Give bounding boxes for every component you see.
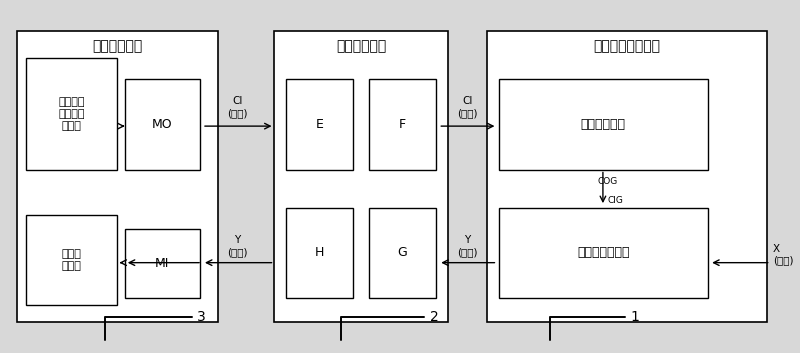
Text: 多路选一路单元: 多路选一路单元: [577, 246, 630, 259]
Text: 可调幅脉
冲信号发
生单元: 可调幅脉 冲信号发 生单元: [58, 97, 85, 131]
Bar: [286, 79, 354, 169]
Text: Y
(一路): Y (一路): [227, 235, 248, 257]
Bar: [17, 31, 218, 322]
Text: G: G: [398, 246, 407, 259]
Text: H: H: [315, 246, 325, 259]
Bar: [26, 58, 117, 169]
Text: 信号控制选通装置: 信号控制选通装置: [593, 39, 660, 53]
Text: 3: 3: [198, 310, 206, 324]
Text: COG: COG: [598, 177, 618, 186]
Text: F: F: [399, 118, 406, 131]
Text: 信号接
收单元: 信号接 收单元: [62, 249, 82, 271]
Text: MI: MI: [155, 257, 170, 270]
Bar: [369, 208, 436, 298]
Text: 1: 1: [630, 310, 639, 324]
Text: MO: MO: [152, 118, 173, 131]
Text: CIG: CIG: [608, 196, 623, 205]
Text: 2: 2: [430, 310, 438, 324]
Bar: [369, 79, 436, 169]
Text: Y
(一路): Y (一路): [458, 235, 478, 257]
Text: 脉冲计数单元: 脉冲计数单元: [581, 118, 626, 131]
Text: CI
(一路): CI (一路): [227, 96, 248, 118]
Bar: [274, 31, 448, 322]
Bar: [125, 79, 200, 169]
Text: X
(多路): X (多路): [773, 244, 794, 265]
Bar: [26, 215, 117, 305]
Text: 通信连接模块: 通信连接模块: [336, 39, 386, 53]
Bar: [125, 229, 200, 298]
Bar: [286, 208, 354, 298]
Bar: [487, 31, 766, 322]
Text: E: E: [316, 118, 324, 131]
Bar: [499, 79, 708, 169]
Text: CI
(一路): CI (一路): [458, 96, 478, 118]
Bar: [499, 208, 708, 298]
Text: 信号发收装置: 信号发收装置: [92, 39, 142, 53]
